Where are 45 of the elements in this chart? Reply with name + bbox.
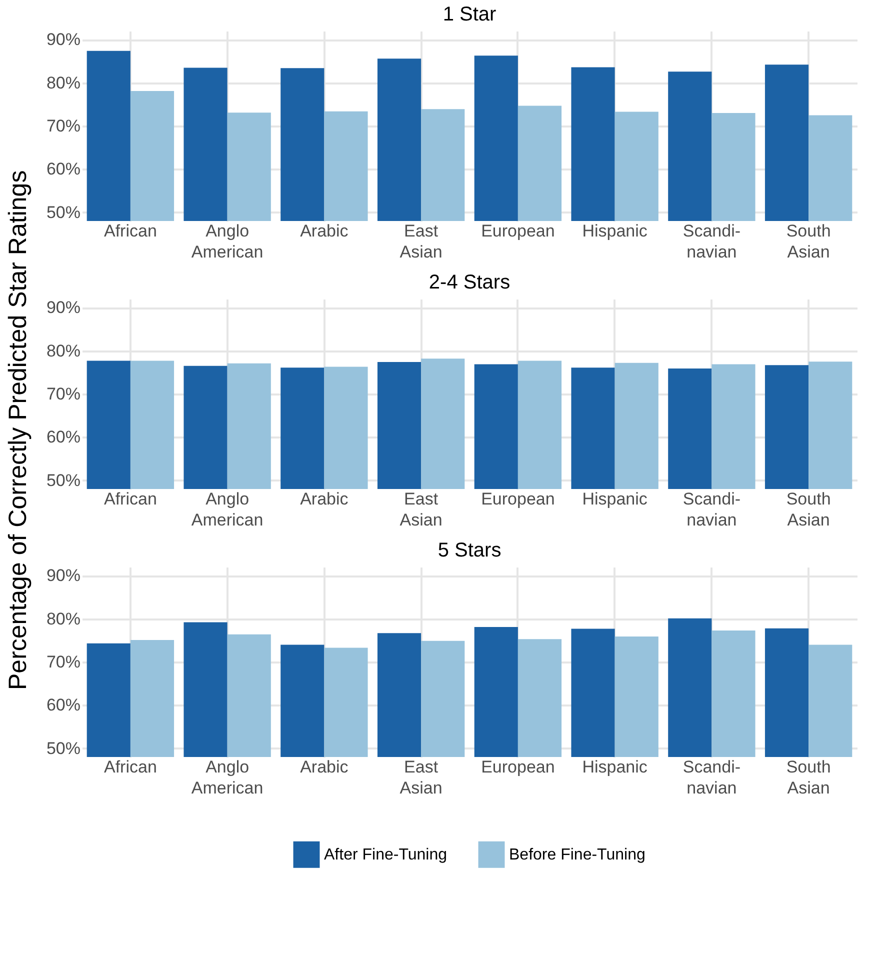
x-tick-label: Hispanic xyxy=(582,222,648,240)
chart-title: 2-4 Stars xyxy=(428,272,510,294)
legend-label: Before Fine-Tuning xyxy=(509,846,646,864)
y-tick-label: 70% xyxy=(46,116,80,136)
x-tick-label: African xyxy=(104,758,157,776)
y-tick-label: 90% xyxy=(46,298,80,318)
y-tick-label: 60% xyxy=(46,428,80,447)
x-tick-label: European xyxy=(481,222,555,240)
x-tick-label: Arabic xyxy=(300,758,349,776)
x-tick-label: South Asian xyxy=(786,222,831,262)
x-tick-label: Scandi-navian xyxy=(682,490,741,530)
x-tick-label: African xyxy=(104,222,157,240)
y-tick-label: 70% xyxy=(46,652,80,672)
x-tick-label: Scandi-navian xyxy=(682,222,741,262)
x-tick-label: South Asian xyxy=(786,758,831,798)
legend-label: After Fine-Tuning xyxy=(324,846,448,864)
x-tick-label: Arabic xyxy=(300,222,349,240)
x-tick-label: Hispanic xyxy=(582,758,648,776)
x-tick-label: Arabic xyxy=(300,490,349,508)
x-tick-label: East Asian xyxy=(400,490,442,530)
y-tick-label: 80% xyxy=(46,73,80,92)
x-tick-label: Anglo American xyxy=(191,490,264,530)
x-tick-label: Scandi-navian xyxy=(682,758,741,798)
y-tick-label: 80% xyxy=(46,341,80,360)
y-tick-label: 80% xyxy=(46,609,80,628)
x-tick-label: Hispanic xyxy=(582,490,648,508)
y-tick-label: 70% xyxy=(46,384,80,404)
x-tick-label: African xyxy=(104,490,157,508)
y-tick-label: 50% xyxy=(46,470,80,490)
x-tick-label: East Asian xyxy=(400,758,442,798)
x-tick-label: Anglo American xyxy=(191,222,264,262)
y-tick-label: 90% xyxy=(46,30,80,50)
y-tick-label: 50% xyxy=(46,738,80,758)
y-axis-title: Percentage of Correctly Predicted Star Ratings xyxy=(4,169,33,692)
y-tick-label: 60% xyxy=(46,696,80,715)
y-tick-label: 50% xyxy=(46,202,80,222)
y-tick-label: 90% xyxy=(46,566,80,586)
x-tick-label: South Asian xyxy=(786,490,831,530)
x-tick-label: European xyxy=(481,758,555,776)
chart-title: 1 Star xyxy=(442,4,497,26)
x-tick-label: European xyxy=(481,490,555,508)
x-tick-label: Anglo American xyxy=(191,758,264,798)
chart-title: 5 Stars xyxy=(438,540,502,562)
y-tick-label: 60% xyxy=(46,160,80,179)
x-tick-label: East Asian xyxy=(400,222,442,262)
